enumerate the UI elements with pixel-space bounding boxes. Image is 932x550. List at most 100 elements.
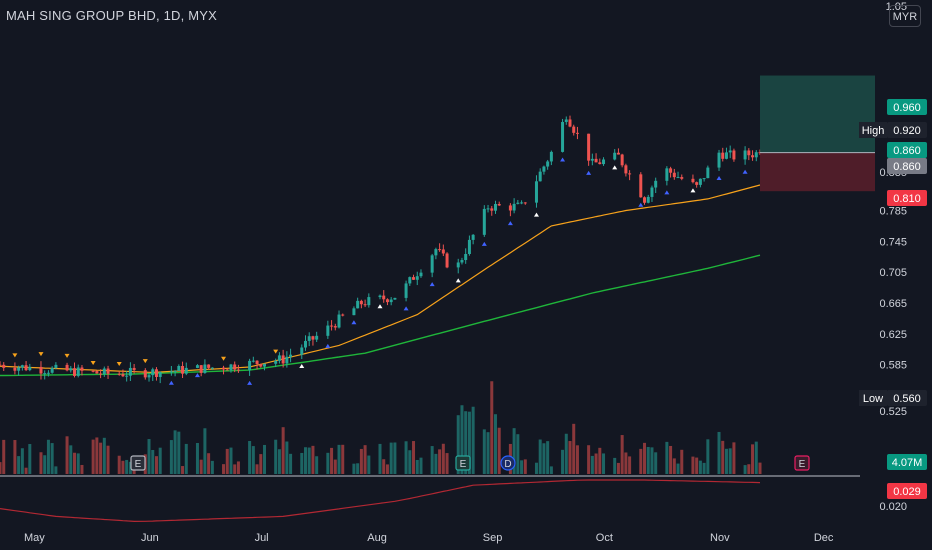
volume-bar [303, 447, 307, 474]
volume-bar [341, 444, 345, 474]
candle-body [65, 364, 69, 371]
candle-body [523, 202, 527, 204]
candle-body [263, 363, 267, 367]
low-label-text: Low [863, 393, 883, 405]
candle-body [743, 150, 747, 160]
candle-body [13, 367, 17, 371]
volume-bar [158, 447, 162, 474]
buy-signal-icon [247, 380, 253, 385]
volume-bar [717, 431, 721, 474]
volume-bar [102, 437, 106, 474]
candle-body [102, 368, 106, 375]
price-tick-label: 0.665 [879, 298, 907, 310]
sell-signal-icon [90, 360, 96, 365]
candle-body [598, 162, 602, 165]
candle-body [132, 367, 136, 371]
time-tick-label: Nov [710, 532, 730, 544]
currency-button[interactable]: MYR [889, 5, 921, 27]
buy-signal-icon [403, 306, 409, 311]
volume-bar [95, 437, 99, 474]
earnings-marker-icon[interactable]: E [130, 455, 146, 471]
sell-signal-icon [142, 359, 148, 364]
earnings-marker-icon[interactable]: E [794, 455, 810, 471]
candle-body [20, 365, 24, 368]
candle-body [359, 300, 363, 305]
time-tick-label: Aug [367, 532, 387, 544]
volume-bar [546, 441, 550, 474]
sell-signal-icon [221, 356, 227, 361]
candle-body [352, 308, 356, 316]
volume-bar [50, 443, 54, 474]
candle-body [281, 355, 285, 364]
price-tick-label: 0.585 [879, 360, 907, 372]
candle-body [199, 365, 203, 373]
volume-bar [758, 462, 762, 474]
volume-bar [412, 441, 416, 474]
candle-body [568, 119, 572, 127]
volume-bar [352, 463, 356, 474]
candle-body [378, 295, 382, 298]
volume-bar [639, 448, 643, 474]
volume-bar [378, 443, 382, 474]
earnings-marker-icon[interactable]: E [455, 455, 471, 471]
low-label-bg [859, 390, 887, 406]
volume-bar [13, 440, 17, 474]
price-tick-label: 0.785 [879, 205, 907, 217]
volume-bar [695, 457, 699, 474]
candle-body [315, 335, 319, 340]
candle-body [754, 152, 758, 158]
volume-bar [151, 449, 155, 474]
candle-body [184, 367, 188, 374]
candle-body [490, 208, 494, 211]
candle-body [76, 367, 80, 376]
volume-bar [251, 446, 255, 474]
volume-bar [728, 448, 732, 474]
volume-bar [497, 427, 501, 474]
volume-bar [516, 434, 520, 474]
volume-bar [173, 430, 177, 474]
volume-bar [0, 462, 2, 474]
volume-bar [307, 447, 311, 474]
volume-bar [389, 442, 393, 474]
volume-bar [441, 443, 445, 474]
indicator-line [0, 479, 761, 523]
candle-body [50, 367, 54, 373]
price-badge: 4.07M [887, 454, 927, 470]
volume-bar [99, 442, 103, 474]
volume-bar [385, 464, 389, 474]
candle-body [486, 208, 490, 210]
volume-bar [69, 445, 73, 474]
volume-bar [207, 453, 211, 474]
candle-body [311, 336, 315, 340]
volume-bar [482, 429, 486, 474]
volume-bar [300, 452, 304, 474]
volume-bar [128, 461, 132, 474]
volume-bar [363, 445, 367, 474]
candle-body [356, 300, 360, 309]
candle-body [248, 360, 252, 371]
candle-body [43, 373, 47, 375]
candle-body [438, 249, 442, 251]
buy-signal-icon [194, 373, 200, 378]
volume-bar [646, 446, 650, 474]
candle-body [0, 364, 2, 366]
candle-body [46, 372, 50, 374]
volume-bar [598, 447, 602, 474]
candle-body [702, 178, 706, 180]
sell-signal-icon [38, 352, 44, 357]
sell-signal-icon [273, 349, 279, 354]
marker-bg [500, 455, 516, 471]
dividend-marker-icon[interactable]: D [500, 455, 516, 471]
volume-bar [177, 431, 181, 474]
volume-bar [274, 439, 278, 474]
candle-body [639, 174, 643, 198]
volume-bar [125, 459, 129, 474]
volume-bar [285, 441, 289, 474]
volume-bar [464, 411, 468, 474]
candle-body [590, 158, 594, 161]
candle-body [39, 366, 43, 374]
marker-text: E [135, 459, 142, 470]
volume-bar [456, 415, 460, 474]
candle-body [181, 365, 185, 374]
